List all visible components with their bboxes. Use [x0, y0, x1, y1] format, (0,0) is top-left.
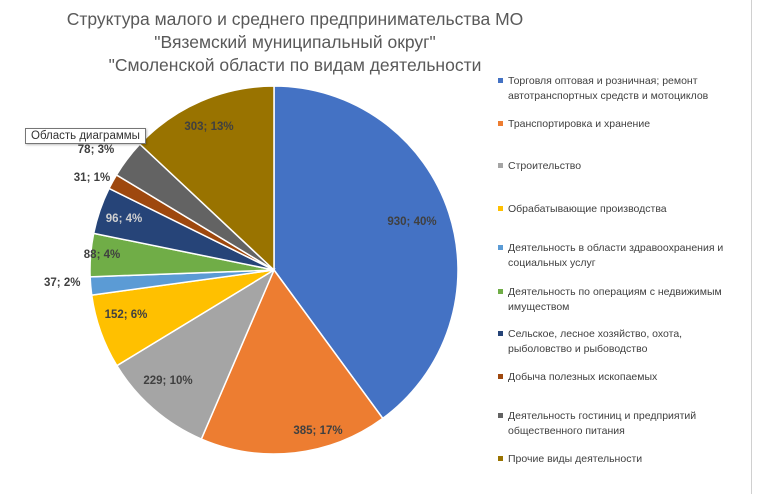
data-label-8: 31; 1% — [74, 172, 110, 184]
chart-title-line-2: "Вяземский муниципальный округ" — [154, 32, 436, 52]
pie-slice-1[interactable] — [273, 85, 459, 420]
data-label-4: 152; 6% — [105, 309, 148, 321]
legend-swatch — [498, 331, 503, 336]
data-label-10: 303; 13% — [184, 121, 233, 133]
legend-item-2[interactable]: Транспортировка и хранение — [498, 117, 746, 132]
data-label-6: 88; 4% — [84, 249, 120, 261]
legend-swatch — [498, 163, 503, 168]
data-label-7: 96; 4% — [106, 213, 142, 225]
legend-swatch — [498, 413, 503, 418]
legend-item-8[interactable]: Добыча полезных ископаемых — [498, 370, 746, 385]
legend-label: Добыча полезных ископаемых — [508, 371, 658, 383]
pie-slice-2[interactable] — [200, 268, 384, 455]
legend-label: Сельское, лесное хозяйство, охота, рыбол… — [508, 328, 683, 355]
legend-swatch — [498, 289, 503, 294]
legend-label: Прочие виды деятельности — [508, 453, 643, 465]
legend-swatch — [498, 121, 503, 126]
chart-title-line-1: Структура малого и среднего предпринимат… — [66, 9, 524, 29]
legend-item-3[interactable]: Строительство — [498, 159, 746, 174]
pie-slice-3[interactable] — [115, 268, 276, 441]
legend-label: Деятельность гостиниц и предприятий обще… — [508, 410, 697, 437]
legend-swatch — [498, 206, 503, 211]
legend-label: Торговля оптовая и розничная; ремонт авт… — [508, 75, 709, 102]
data-label-5: 37; 2% — [44, 277, 80, 289]
legend-swatch — [498, 245, 503, 250]
chart-title-line-3: "Смоленской области по видам деятельност… — [108, 55, 482, 75]
data-label-1: 930; 40% — [387, 216, 436, 228]
data-label-2: 385; 17% — [293, 425, 342, 437]
legend-swatch — [498, 374, 503, 379]
data-label-9: 78; 3% — [78, 144, 114, 156]
legend-label: Транспортировка и хранение — [508, 118, 651, 130]
legend-label: Деятельность по операциям с недвижимым и… — [508, 286, 722, 313]
legend-label: Обрабатывающие производства — [508, 203, 667, 215]
legend-item-1[interactable]: Торговля оптовая и розничная; ремонт авт… — [498, 74, 746, 104]
legend-label: Деятельность в области здравоохранения и… — [508, 242, 724, 269]
data-label-3: 229; 10% — [143, 375, 192, 387]
pie-slice-10[interactable] — [138, 85, 275, 272]
legend-item-5[interactable]: Деятельность в области здравоохранения и… — [498, 241, 746, 271]
chart-area-tooltip: Область диаграммы — [25, 128, 146, 144]
legend-item-10[interactable]: Прочие виды деятельности — [498, 452, 746, 467]
legend-item-7[interactable]: Сельское, лесное хозяйство, охота, рыбол… — [498, 327, 746, 357]
legend-item-4[interactable]: Обрабатывающие производства — [498, 202, 746, 217]
chart-title: Структура малого и среднего предпринимат… — [60, 8, 530, 77]
legend-swatch — [498, 78, 503, 83]
legend-swatch — [498, 456, 503, 461]
legend-label: Строительство — [508, 160, 582, 172]
legend-item-6[interactable]: Деятельность по операциям с недвижимым и… — [498, 285, 746, 315]
legend-item-9[interactable]: Деятельность гостиниц и предприятий обще… — [498, 409, 746, 439]
